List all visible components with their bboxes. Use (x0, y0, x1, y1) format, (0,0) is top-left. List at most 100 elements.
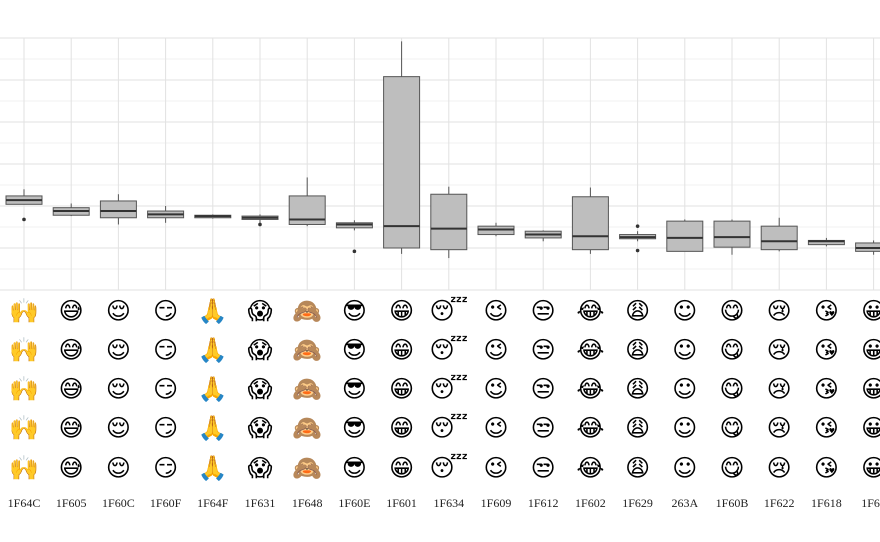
emoji-glyph: 😁 (389, 414, 414, 442)
emoji-glyph: 😉 (483, 336, 508, 364)
iqr-box (760, 225, 798, 251)
emoji-glyph: 😋 (719, 336, 744, 364)
emoji-glyph: 🙏 (198, 336, 228, 364)
emoji-glyph: ☺ (672, 336, 697, 364)
emoji-glyph: 😁 (389, 375, 414, 403)
x-tick-label: 1F629 (622, 496, 653, 510)
box-1F60F (147, 206, 185, 223)
emoji-glyph: ☺ (672, 414, 697, 442)
emoji-grid: 🙌 🙌 🙌 🙌 🙌 😅 😅 😅 😅 😅 😌 😌 😌 😌 😌 😏 😏 😏 😏 😏 🙏 🙏 🙏 🙏 🙏 😱 😱 😱 😱 😱 🙈 🙈 🙈 🙈 🙈 😎 😎 😎 😎 😎… (9, 296, 880, 482)
emoji-glyph: 😀 (861, 454, 880, 482)
emoji-glyph: 😢 (767, 414, 792, 442)
emoji-glyph: 🙌 (9, 454, 39, 482)
x-tick-label: 1F618 (811, 496, 842, 510)
emoji-glyph: 😂 (576, 336, 604, 364)
emoji-glyph: 😀 (861, 336, 880, 364)
emoji-glyph: ☺ (672, 297, 697, 325)
emoji-glyph: 🙏 (198, 375, 228, 403)
emoji-glyph: 😱 (247, 414, 272, 442)
emoji-glyph: 🙌 (9, 414, 39, 442)
emoji-glyph: 😎 (342, 414, 367, 442)
emoji-glyph: 😀 (861, 414, 880, 442)
emoji-glyph: 😩 (625, 454, 650, 482)
emoji-glyph: 😎 (342, 336, 367, 364)
emoji-glyph: 😘 (814, 454, 839, 482)
emoji-glyph: 😅 (59, 414, 84, 442)
emoji-glyph: 😏 (153, 297, 178, 325)
emoji-glyph: 😏 (153, 375, 178, 403)
emoji-glyph: ☺ (672, 375, 697, 403)
emoji-glyph: 😴 (430, 453, 469, 482)
emoji-glyph: 😩 (625, 336, 650, 364)
box-1F601 (383, 41, 421, 254)
box-1F60 (855, 240, 880, 255)
emoji-glyph: 😒 (531, 375, 556, 403)
emoji-glyph: 😴 (430, 413, 469, 442)
box-1F612 (524, 230, 562, 242)
box-1F631 (241, 214, 279, 227)
box-1F648 (288, 177, 326, 227)
emoji-glyph: 😁 (389, 336, 414, 364)
emoji-glyph: 😁 (389, 297, 414, 325)
emoji-glyph: 😱 (247, 454, 272, 482)
box-1F60E (335, 220, 373, 254)
outlier-point (635, 224, 640, 228)
emoji-glyph: 😂 (576, 375, 604, 403)
emoji-glyph: 🙏 (198, 454, 228, 482)
emoji-glyph: 😌 (106, 375, 131, 403)
emoji-glyph: 😴 (430, 296, 469, 325)
grid-layer (0, 37, 880, 291)
x-tick-label: 1F64F (197, 496, 229, 510)
emoji-glyph: 😒 (531, 336, 556, 364)
emoji-glyph: 😉 (483, 297, 508, 325)
x-tick-label: 1F601 (386, 496, 417, 510)
iqr-box (713, 220, 751, 248)
x-tick-label: 1F648 (292, 496, 323, 510)
box-1F605 (52, 203, 90, 217)
emoji-glyph: 😘 (814, 297, 839, 325)
emoji-glyph: 😌 (106, 336, 131, 364)
emoji-glyph: 🙌 (9, 375, 39, 403)
emoji-glyph: 😱 (247, 375, 272, 403)
box-1F64F (194, 214, 232, 219)
emoji-glyph: 🙌 (9, 336, 39, 364)
emoji-glyph: 😘 (814, 414, 839, 442)
emoji-glyph: 😎 (342, 375, 367, 403)
x-tick-label: 1F612 (528, 496, 559, 510)
emoji-glyph: 😀 (861, 375, 880, 403)
iqr-box (666, 220, 704, 252)
x-tick-label: 1F60C (102, 496, 135, 510)
box-1F634 (430, 186, 468, 259)
emoji-glyph: 😌 (106, 454, 131, 482)
emoji-glyph: 😁 (389, 454, 414, 482)
box-1F609 (477, 222, 515, 237)
box-layer (5, 41, 880, 259)
x-tick-label: 1F631 (245, 496, 276, 510)
x-tick-label: 1F60E (338, 496, 370, 510)
emoji-glyph: 😩 (625, 414, 650, 442)
emoji-glyph: 😩 (625, 375, 650, 403)
emoji-glyph: 😒 (531, 297, 556, 325)
emoji-glyph: 😅 (59, 297, 84, 325)
iqr-box (571, 196, 609, 251)
emoji-glyph: 😏 (153, 414, 178, 442)
emoji-glyph: 😒 (531, 454, 556, 482)
emoji-glyph: 😋 (719, 375, 744, 403)
x-tick-label: 1F605 (56, 496, 87, 510)
emoji-glyph: 😒 (531, 414, 556, 442)
emoji-glyph: 😩 (625, 297, 650, 325)
x-tick-label: 1F60F (150, 496, 182, 510)
emoji-glyph: 😢 (767, 375, 792, 403)
emoji-glyph: 😏 (153, 454, 178, 482)
emoji-glyph: 😏 (153, 336, 178, 364)
emoji-glyph: ☺ (672, 454, 697, 482)
emoji-glyph: 😂 (576, 297, 604, 325)
x-tick-label: 1F634 (433, 496, 464, 510)
x-tick-label: 1F60B (716, 496, 749, 510)
emoji-glyph: 😀 (861, 297, 880, 325)
emoji-glyph: 😉 (483, 414, 508, 442)
emoji-glyph: 🙈 (292, 414, 322, 442)
iqr-box (99, 200, 137, 219)
outlier-point (22, 217, 26, 222)
